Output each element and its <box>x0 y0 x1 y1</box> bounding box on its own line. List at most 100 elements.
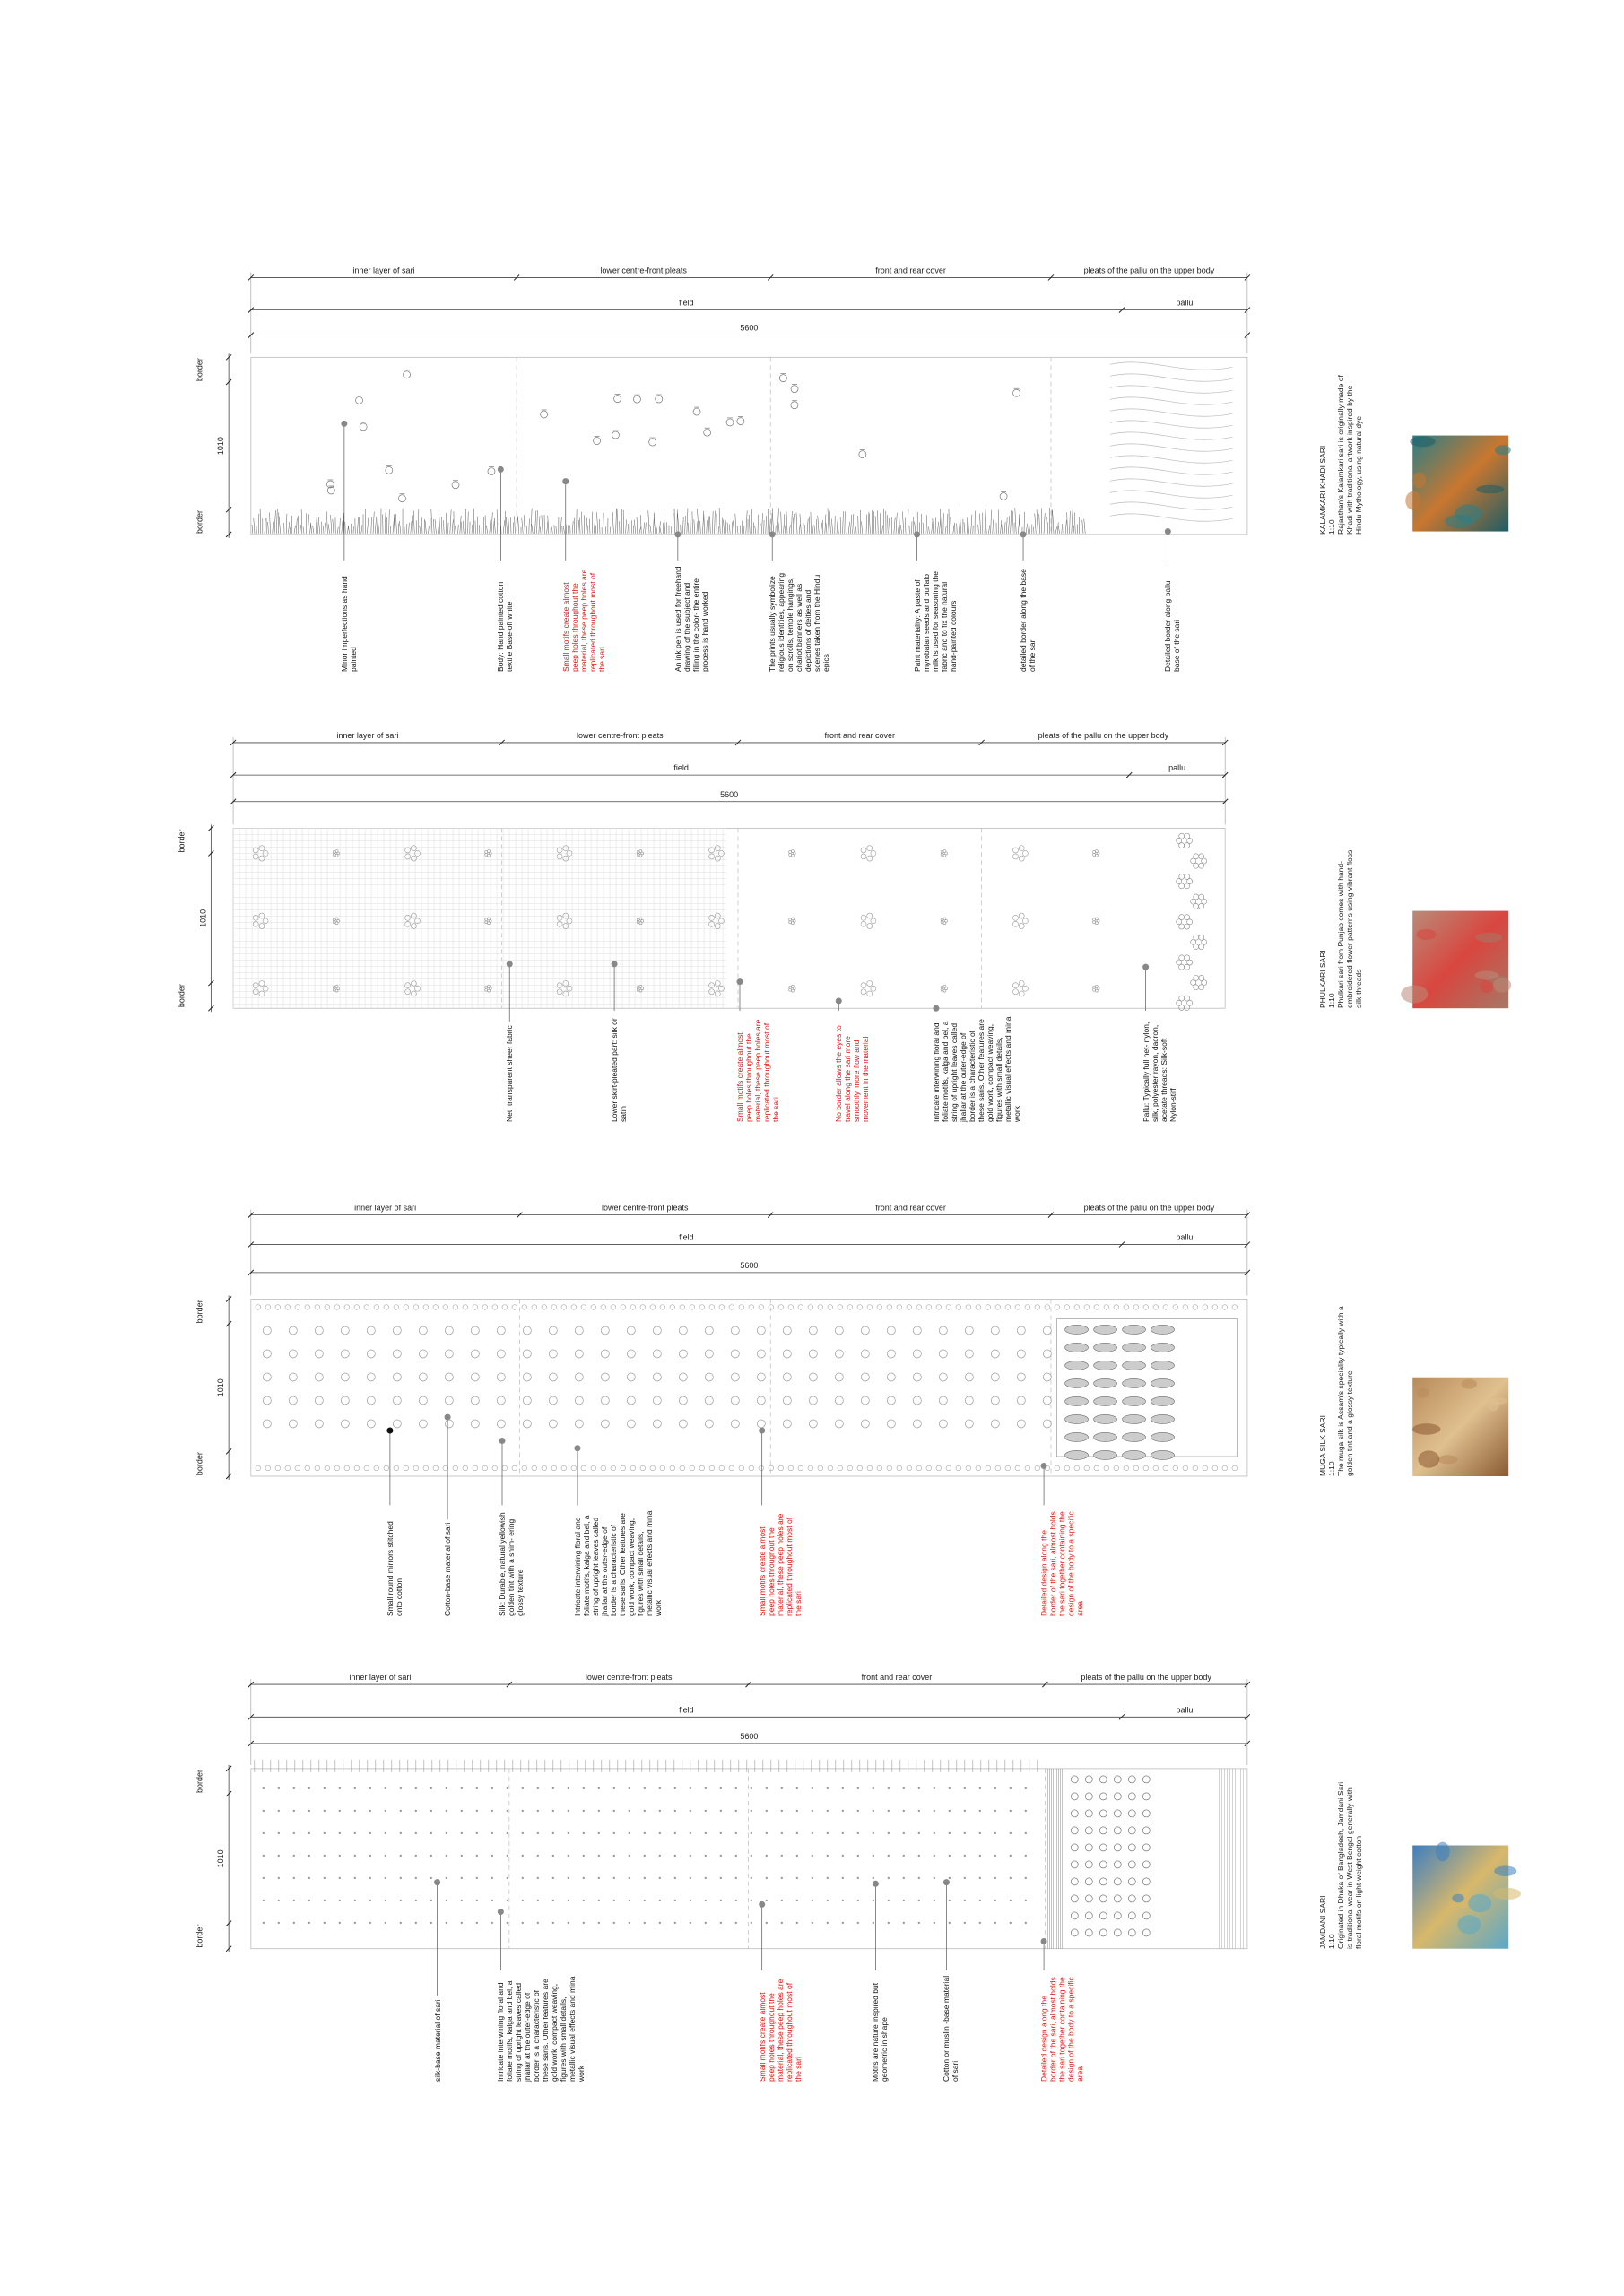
dot-motif <box>399 1854 403 1857</box>
leader-dot <box>933 1004 940 1012</box>
pallu-flower <box>1178 923 1185 930</box>
dot-motif <box>795 1809 799 1813</box>
dot-motif <box>353 1899 357 1902</box>
border-dot <box>866 1465 873 1472</box>
border-motif <box>457 524 459 534</box>
pallu-flower <box>1184 1004 1190 1011</box>
dot-motif <box>277 1787 281 1790</box>
flower-motif <box>487 849 491 853</box>
dot-motif <box>597 1921 601 1925</box>
border-motif <box>1018 517 1020 534</box>
mirror-motif <box>444 1396 454 1405</box>
dot-motif <box>719 1787 723 1790</box>
border-motif <box>591 511 594 534</box>
border-motif <box>493 518 496 534</box>
mirror-motif <box>652 1396 662 1405</box>
border-dot <box>1123 1465 1129 1472</box>
dot-motif <box>704 1921 708 1925</box>
border-dot <box>1004 1465 1011 1472</box>
flower-motif <box>1095 849 1099 853</box>
paisley <box>1122 1396 1146 1406</box>
border-dot <box>906 1465 912 1472</box>
side-tick <box>225 506 232 513</box>
border-dot <box>255 1465 261 1472</box>
border-dot <box>1044 1304 1050 1310</box>
paisley <box>1122 1361 1146 1370</box>
annotation-text: Silk: Durable, natural yellowish golden … <box>497 1512 525 1617</box>
border-motif <box>621 509 623 534</box>
dot-motif <box>811 1899 814 1902</box>
dot-motif <box>902 1876 906 1880</box>
side-tick <box>225 1473 232 1480</box>
flower-motif <box>791 917 795 921</box>
dimension-label: lower centre-front pleats <box>586 1673 673 1682</box>
border-dot <box>639 1465 646 1472</box>
dot-motif <box>475 1899 479 1902</box>
border-motif <box>817 515 820 534</box>
border-motif <box>647 510 650 534</box>
flower-motif <box>1012 847 1019 854</box>
mirror-motif <box>990 1326 1000 1335</box>
dot-motif <box>612 1831 616 1835</box>
border-dot <box>817 1465 823 1472</box>
dot-motif <box>292 1787 296 1790</box>
border-motif <box>934 517 936 534</box>
border-motif <box>1019 514 1020 534</box>
border-motif <box>274 509 276 534</box>
border-dot <box>886 1304 892 1310</box>
dot-motif <box>765 1787 769 1790</box>
side-tick <box>208 850 214 857</box>
border-dot <box>353 1304 360 1310</box>
border-motif <box>728 524 731 534</box>
flower-motif <box>866 912 873 919</box>
dot-motif <box>323 1787 326 1790</box>
dot-motif <box>475 1876 479 1880</box>
dot-motif <box>658 1854 662 1857</box>
pallu-flower <box>1184 874 1191 880</box>
border-dot <box>1064 1304 1070 1310</box>
dot-motif <box>948 1899 951 1902</box>
paisley <box>1064 1414 1089 1424</box>
flower-motif <box>714 845 721 851</box>
border-dot <box>777 1465 784 1472</box>
motif <box>999 492 1008 500</box>
flower-motif <box>944 987 948 991</box>
pallu-motif <box>1099 1792 1107 1801</box>
mirror-motif <box>1016 1419 1026 1429</box>
border-motif <box>1052 510 1055 534</box>
flower-motif <box>1022 850 1029 857</box>
flower-motif <box>332 853 336 857</box>
dot-motif <box>338 1831 342 1835</box>
border-motif <box>555 526 557 534</box>
annotation-text: The prints usually symbolize religious i… <box>768 572 831 672</box>
border-motif <box>350 523 352 534</box>
pallu-flower <box>1178 883 1185 890</box>
border-motif <box>1001 520 1003 534</box>
border-motif <box>931 521 934 534</box>
mirror-motif <box>574 1326 584 1335</box>
dot-motif <box>856 1809 860 1813</box>
flower-motif <box>336 987 341 991</box>
dot-motif <box>841 1899 845 1902</box>
dot-motif <box>795 1831 799 1835</box>
border-dot <box>975 1304 981 1310</box>
border-dot <box>393 1465 399 1472</box>
leader-dot <box>386 1427 394 1434</box>
dot-motif <box>369 1787 372 1790</box>
pallu-flower <box>1198 893 1205 900</box>
border-dot <box>590 1465 596 1472</box>
border-dot <box>1014 1465 1020 1472</box>
border-dot <box>1123 1304 1129 1310</box>
border-motif <box>771 508 774 534</box>
flower-motif <box>791 849 795 853</box>
mirror-motif <box>990 1419 1000 1429</box>
dot-motif <box>369 1876 372 1880</box>
border-dot <box>935 1304 942 1310</box>
border-dot <box>649 1304 656 1310</box>
dot-motif <box>308 1899 311 1902</box>
dot-motif <box>872 1831 875 1835</box>
pallu-flower <box>1198 944 1204 950</box>
dot-motif <box>734 1899 738 1902</box>
title-block: JAMDANI SARI 1:10 Originated in Dhaka of B… <box>1318 1779 1363 1949</box>
border-motif <box>881 525 883 534</box>
